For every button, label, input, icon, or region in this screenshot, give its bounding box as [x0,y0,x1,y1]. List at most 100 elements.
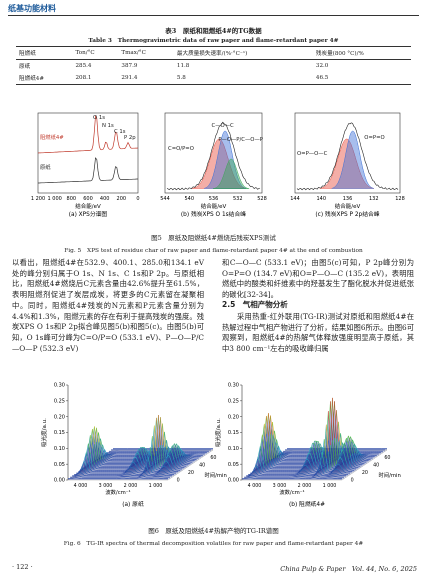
surface-line [319,452,323,465]
table-cell: 32.0 [315,63,329,69]
surface-line [342,443,345,456]
surface-line [346,469,349,472]
surface-line [131,472,135,474]
surface-line [151,461,155,472]
surface-line [323,464,327,473]
surface-line [150,436,153,457]
surface-line [123,472,127,474]
surface-line [350,447,353,455]
z-tick-label: 0 [177,477,180,483]
surface-line [136,457,139,463]
surface-slice [264,410,365,465]
surface-line [158,447,161,463]
y-tick-label: 0.15 [54,430,65,436]
spectrum [296,122,399,191]
surface-line [165,472,169,475]
surface-line [166,440,169,453]
peak-label: O=P—O—C [297,151,328,157]
surface-line [272,458,275,466]
surface-line [138,469,141,472]
surface-line [330,471,333,474]
surface-line [356,465,359,467]
x-tick-label: 3 000 [99,483,113,489]
surface-line [337,463,341,466]
surface-line [176,466,179,469]
surface-line [262,434,265,449]
surface-line [253,470,257,474]
surface-line [188,459,191,461]
surface-line [282,453,285,458]
surface-line [336,410,339,442]
y-tick-label: 0.05 [54,462,65,468]
surface-line [106,452,109,455]
surface-line [272,434,275,459]
surface-line [184,460,187,464]
surface-line [323,439,327,459]
surface-line [102,447,105,459]
surface-line [344,471,347,474]
z-axis-label: 时间/min [205,471,227,479]
surface-line [309,463,313,469]
surface-line [182,456,185,462]
surface-line [366,455,369,457]
panel-caption: (b) 阻燃纸4# [289,500,325,508]
surface-line [303,469,307,472]
x-tick-label: 2 000 [124,483,138,489]
surface-line [85,452,89,461]
x-tick-label: 128 [395,196,405,202]
surface-line [350,469,353,471]
surface-line [168,449,171,454]
surface-line [330,438,333,464]
y-tick-label: 0.20 [228,414,239,420]
surface-line [255,456,259,464]
surface-line [108,453,111,456]
x-tick-label: 536 [209,196,219,202]
surface-line [83,452,87,461]
y-axis-label: 吸光度/a.u. [214,418,222,447]
surface-line [77,475,81,477]
x-tick-label: 3 000 [273,483,287,489]
surface-line [143,475,147,478]
surface-line [82,466,85,471]
surface-line [122,474,125,476]
surface-line [328,470,331,472]
surface-line [310,450,313,460]
surface-line [174,443,177,449]
surface-line [77,469,81,474]
figure-caption-en: Fig. 5 XPS test of residue char of raw p… [64,248,363,254]
surface-line [169,467,173,471]
surface-line [330,461,333,464]
surface-line [154,417,157,448]
surface-line [341,459,345,466]
surface-line [178,445,181,450]
surface-line [180,456,183,463]
surface-line [306,453,309,460]
panel-caption: (a) 原纸 [122,500,144,508]
surface-line [130,474,133,476]
surface-line [330,401,333,441]
y-axis-label: 吸光度/a.u. [40,418,48,447]
surface-line [360,459,363,462]
x-tick-label: 0 [136,196,139,202]
plot-frame [164,112,263,194]
surface-line [348,443,351,456]
surface-line [332,440,335,466]
surface-line [259,446,263,457]
surface-line [170,456,173,463]
surface-line [255,472,259,476]
surface-line [83,460,87,466]
plot-frame [294,112,401,194]
surface-line [144,454,147,462]
surface-line [157,469,161,473]
surface-line [346,435,349,442]
surface-line [154,425,157,452]
surface-line [346,453,349,461]
surface-line [138,459,141,463]
figure-caption-en: Fig. 6 TG-IR spectra of thermal decompos… [63,541,364,547]
surface-line [313,473,317,477]
surface-line [328,411,331,446]
surface-line [248,474,251,476]
surface-line [88,471,91,474]
column-header: 阻燃纸 [19,51,36,57]
surface-line [276,439,279,448]
